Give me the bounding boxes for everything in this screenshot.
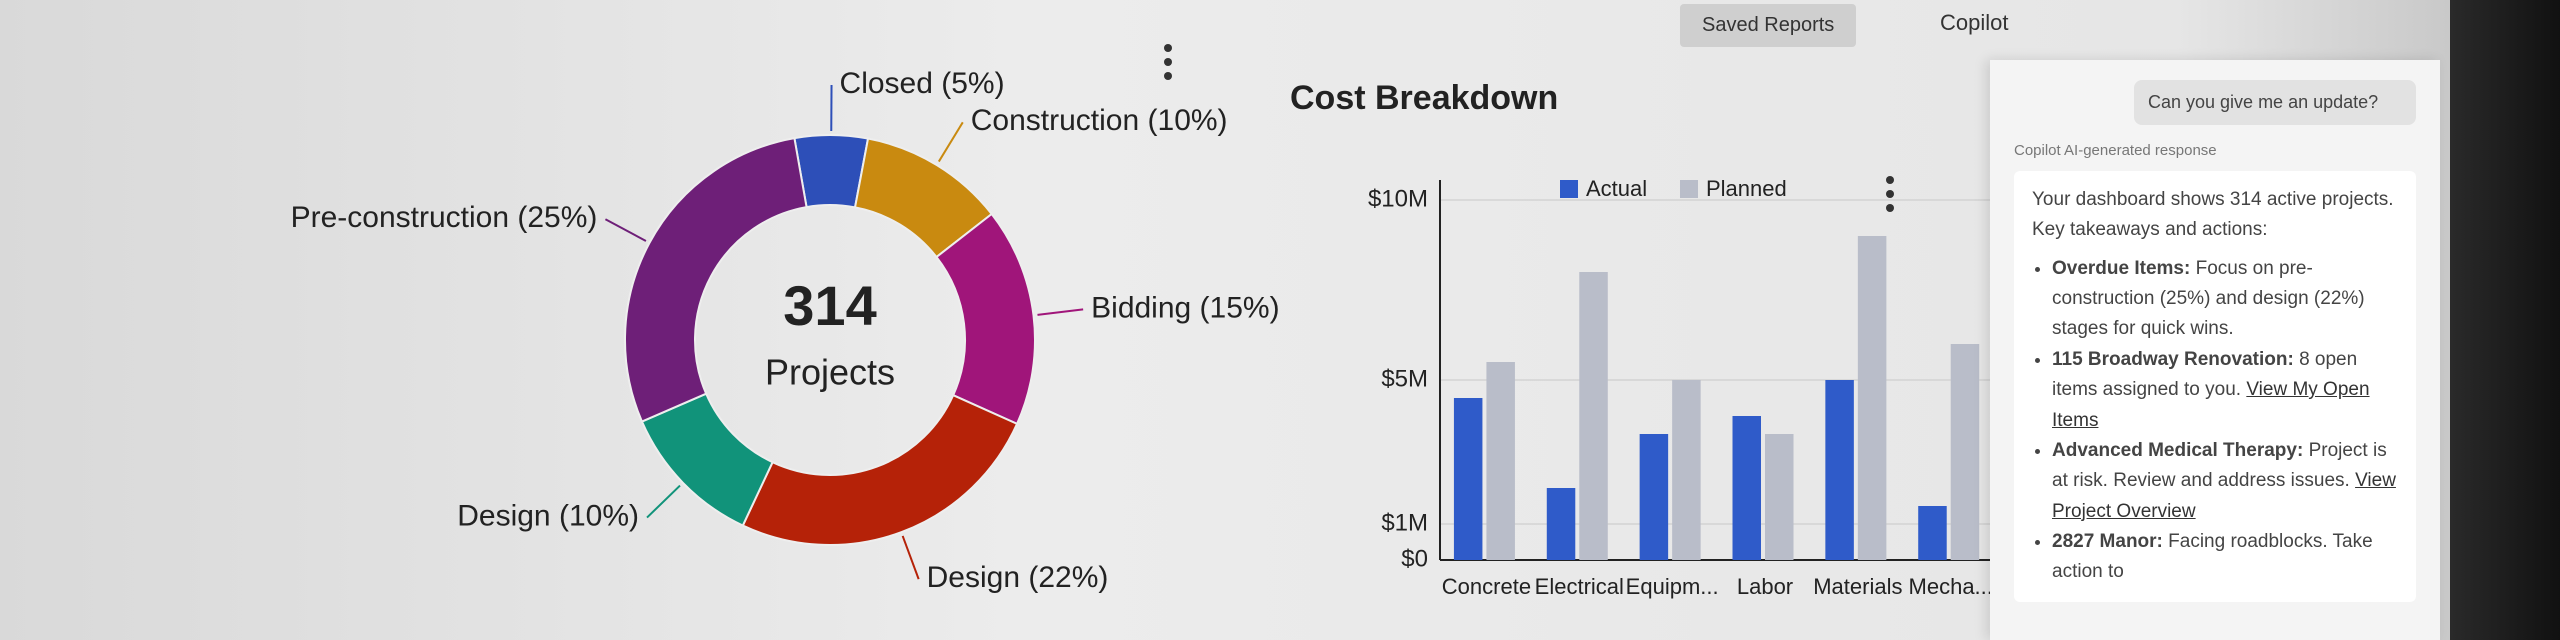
copilot-title: Copilot [1940,10,2009,35]
bar [1950,344,1980,560]
bar [1639,434,1669,560]
donut-label: Closed (5%) [840,67,1005,100]
saved-reports-button[interactable]: Saved Reports [1680,4,1857,47]
item-text: Focus on pre-construction (25%) and desi… [2052,257,2365,340]
response-item: 115 Broadway Renovation: 8 open items as… [2052,345,2398,436]
item-link[interactable]: View My Open Items [2052,379,2370,431]
legend-swatch [1680,180,1698,198]
y-tick-label: $10M [1368,185,1428,212]
donut-label: Design (10%) [457,500,639,533]
item-text: 8 open items assigned to you. [2052,348,2358,401]
leader-line [646,484,681,519]
donut-center-label: Projects [765,352,895,393]
x-tick-label: Mecha... [1909,574,1993,599]
bar [1579,272,1608,560]
bar [1672,380,1701,560]
copilot-panel: Can you give me an update? Copilot AI-ge… [1990,60,2440,640]
bar [1765,434,1794,560]
donut-label: Pre-construction (25%) [291,201,598,234]
y-tick-label: $5M [1381,365,1428,392]
bar [1486,362,1515,560]
legend-swatch [1560,180,1578,198]
item-lead: Advanced Medical Therapy: [2052,439,2304,461]
item-text: Facing roadblocks. Take action to [2052,531,2373,583]
donut-label: Bidding (15%) [1091,291,1279,324]
leader-line [901,535,920,580]
item-link[interactable]: View Project Overview [2052,470,2396,522]
bar [1857,236,1887,560]
item-text: Project is at risk. Review and address i… [2052,439,2387,492]
x-tick-label: Concrete [1442,574,1531,599]
bar [1825,380,1854,560]
donut-center-value: 314 [783,274,876,337]
leader-line [1037,308,1084,316]
response-list: Overdue Items: Focus on pre-construction… [2032,254,2398,588]
response-item: 2827 Manor: Facing roadblocks. Take acti… [2052,527,2398,588]
leader-line [937,121,964,163]
y-tick-label: $0 [1401,545,1428,572]
leader-line [604,218,647,242]
item-lead: Overdue Items: [2052,257,2191,279]
menu-icon[interactable] [1164,44,1172,80]
user-prompt: Can you give me an update? [2134,80,2416,125]
donut-segment [935,212,1036,426]
chart-title: Cost Breakdown [1290,79,1558,117]
bar [1453,398,1483,560]
legend-label: Planned [1706,176,1787,201]
response: Your dashboard shows 314 active projects… [2014,170,2416,602]
bar [1918,506,1947,560]
legend-label: Actual [1586,176,1647,201]
response-item: Overdue Items: Focus on pre-construction… [2052,254,2398,345]
menu-icon[interactable] [1886,176,1894,212]
bar [1732,416,1761,560]
bar [1546,488,1576,560]
donut-segment [741,393,1019,546]
charts: Cost Breakdown 314 Projects Closed (5%) C… [291,44,2000,599]
donut-label: Design (22%) [927,561,1109,594]
x-tick-label: Materials [1813,574,1902,599]
top-bar: Saved Reports Copilot [1600,0,2420,56]
background-edge [2450,0,2560,640]
donut-segment [624,136,808,423]
response-item: Advanced Medical Therapy: Project is at … [2052,436,2398,527]
y-tick-label: $1M [1381,509,1428,536]
donut-label: Construction (10%) [971,104,1228,137]
item-lead: 2827 Manor: [2052,531,2163,553]
x-tick-label: Electrical [1535,574,1624,599]
response-label: Copilot AI-generated response [2014,141,2217,159]
x-tick-label: Equipm... [1626,574,1719,599]
item-lead: 115 Broadway Renovation: [2052,348,2294,370]
response-intro: Your dashboard shows 314 active projects… [2032,188,2394,241]
x-tick-label: Labor [1737,574,1793,599]
